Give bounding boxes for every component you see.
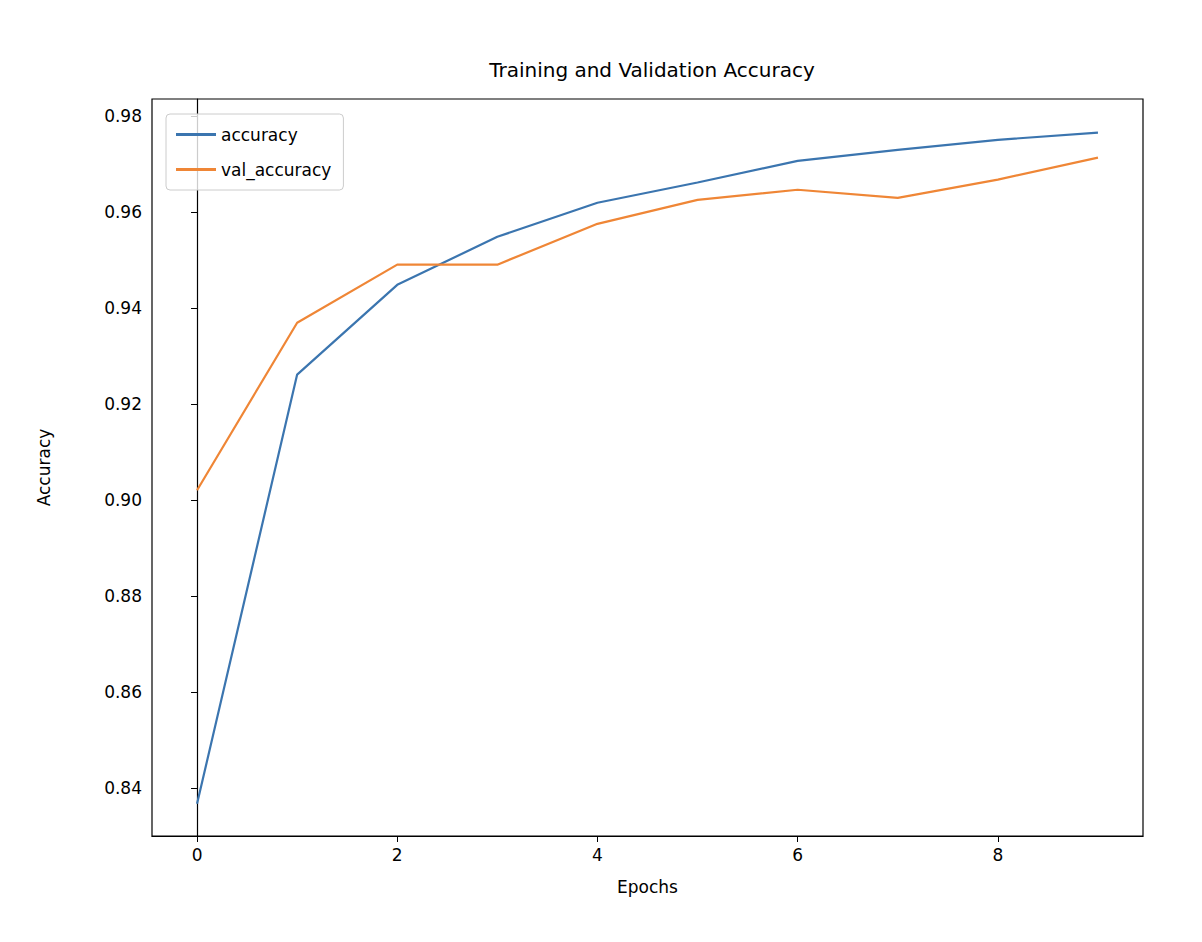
svg-text:2: 2: [392, 845, 403, 865]
svg-text:0.86: 0.86: [104, 682, 142, 702]
svg-text:0: 0: [192, 845, 203, 865]
svg-text:4: 4: [592, 845, 603, 865]
svg-text:0.98: 0.98: [104, 106, 142, 126]
svg-text:0.88: 0.88: [104, 586, 142, 606]
svg-text:0.84: 0.84: [104, 778, 142, 798]
svg-text:0.96: 0.96: [104, 202, 142, 222]
svg-text:6: 6: [792, 845, 803, 865]
svg-text:0.94: 0.94: [104, 298, 142, 318]
svg-text:Training and Validation Accura: Training and Validation Accuracy: [488, 58, 815, 82]
svg-text:0.92: 0.92: [104, 394, 142, 414]
svg-text:Accuracy: Accuracy: [34, 429, 54, 507]
svg-text:0.90: 0.90: [104, 490, 142, 510]
svg-text:val_accuracy: val_accuracy: [221, 160, 331, 181]
svg-text:8: 8: [992, 845, 1003, 865]
svg-text:accuracy: accuracy: [221, 125, 298, 145]
svg-text:Epochs: Epochs: [617, 877, 678, 897]
